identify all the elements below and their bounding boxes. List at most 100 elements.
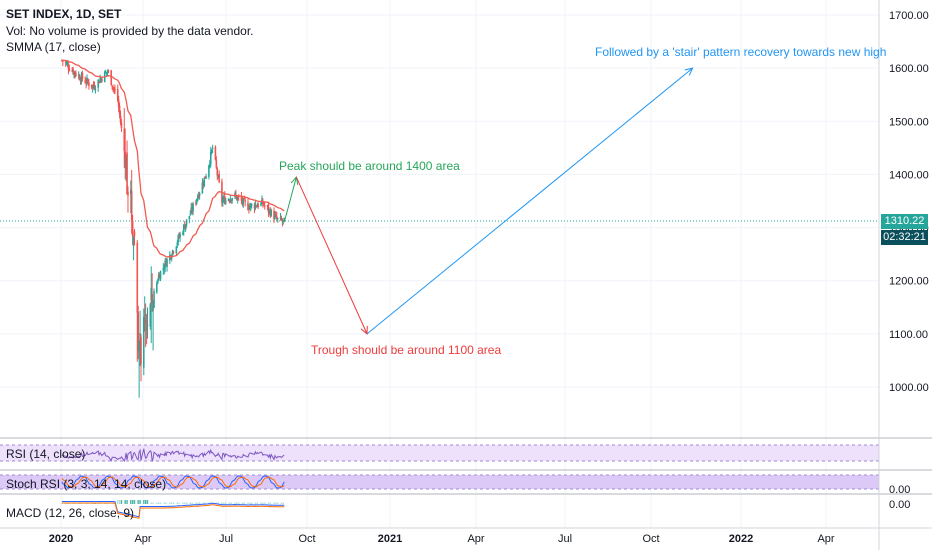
candle-body (276, 216, 278, 220)
candle-body (137, 312, 140, 352)
candle-body (88, 82, 90, 86)
stoch-legend[interactable]: Stoch RSI (3, 3, 14, 14, close) (6, 477, 167, 491)
candle-body (189, 214, 192, 216)
macd-legend[interactable]: MACD (12, 26, close, 9) (6, 506, 135, 520)
candle-body (156, 281, 159, 284)
candle-body (158, 274, 161, 279)
macd-bar (139, 500, 141, 504)
trough-annotation: Trough should be around 1100 area (311, 343, 502, 357)
candle-body (112, 87, 114, 89)
candle-body (136, 242, 139, 313)
macd-bar (176, 502, 178, 504)
candle-body (201, 182, 204, 194)
candle-body (85, 82, 87, 84)
candle-body (228, 200, 231, 202)
candle-body (126, 152, 128, 195)
candle-body (138, 345, 140, 352)
candle-body (211, 147, 214, 150)
candle-body (182, 232, 184, 235)
candle-body (133, 231, 136, 237)
x-tick-label: Jul (558, 533, 572, 545)
stoch-d-line (61, 476, 285, 488)
candle-body (123, 128, 126, 152)
macd-bar (169, 502, 171, 504)
candle-body (184, 224, 187, 230)
macd-bar (195, 502, 197, 504)
candle-body (118, 105, 121, 115)
macd-bar (256, 502, 258, 504)
macd-bar (118, 500, 121, 504)
candle-body (111, 85, 113, 87)
candle-body (190, 207, 193, 214)
symbol-title[interactable]: SET INDEX, 1D, SET (6, 7, 122, 21)
candle-body (274, 215, 276, 219)
macd-bar (143, 500, 145, 504)
macd-bar (237, 502, 240, 504)
macd-bar (217, 502, 219, 504)
candle-body (263, 205, 266, 207)
candle-body (117, 99, 120, 108)
candle-body (262, 200, 264, 205)
macd-bar (124, 500, 126, 504)
macd-bar (156, 502, 158, 504)
candle-body (191, 207, 193, 212)
x-tick-label: 2020 (49, 533, 73, 545)
candle-body (260, 202, 262, 206)
candle-body (197, 194, 200, 198)
candle-body (130, 190, 133, 221)
candle-body (153, 291, 155, 308)
candle-body (79, 80, 82, 82)
candle-body (116, 89, 119, 101)
y-tick-label: 1600.00 (889, 63, 929, 75)
candle-body (266, 205, 269, 207)
macd-bar (254, 502, 257, 504)
macd-bar (117, 500, 119, 504)
macd-bar (250, 502, 253, 504)
stoch-k-line (61, 475, 285, 489)
macd-bar (152, 502, 154, 504)
macd-bar (236, 502, 238, 504)
macd-bar (184, 502, 186, 504)
candle-body (247, 202, 249, 210)
candle-body (124, 151, 126, 164)
candle-body (132, 237, 135, 243)
candle-body (276, 218, 279, 220)
candle-body (231, 198, 233, 201)
candle-body (250, 204, 253, 206)
x-tick-label: Apr (817, 533, 834, 545)
candle-body (224, 199, 227, 205)
macd-bar (126, 500, 128, 504)
candle-body (185, 219, 188, 225)
candle-body (236, 197, 239, 200)
rsi-legend[interactable]: RSI (14, close) (6, 447, 86, 461)
y-tick-label: 1400.00 (889, 169, 929, 181)
candle-body (254, 204, 257, 209)
candle-body (229, 198, 232, 203)
candle-body (241, 199, 244, 203)
candle-body (195, 202, 197, 204)
candle-body (94, 88, 97, 91)
smma-legend[interactable]: SMMA (17, close) (6, 40, 101, 54)
forecast-arrowhead (290, 175, 299, 185)
macd-bar (170, 502, 173, 504)
candle-body (120, 122, 123, 128)
recovery-annotation: Followed by a 'stair' pattern recovery t… (595, 45, 887, 59)
candle-body (205, 176, 207, 179)
candle-body (209, 163, 211, 166)
candle-body (84, 80, 86, 83)
candle-body (92, 84, 95, 88)
candle-body (113, 87, 115, 90)
candle-body (182, 224, 185, 233)
macd-bar (133, 500, 136, 504)
macd-bar (182, 502, 184, 504)
y-tick-label: 1200.00 (889, 276, 929, 288)
candle-body (127, 191, 129, 196)
macd-bar (267, 502, 270, 504)
candle-body (273, 210, 275, 220)
candle-body (216, 168, 219, 176)
macd-bar (130, 500, 132, 504)
candle-body (97, 79, 100, 88)
macd-bar (185, 502, 188, 504)
candle-body (159, 271, 162, 280)
